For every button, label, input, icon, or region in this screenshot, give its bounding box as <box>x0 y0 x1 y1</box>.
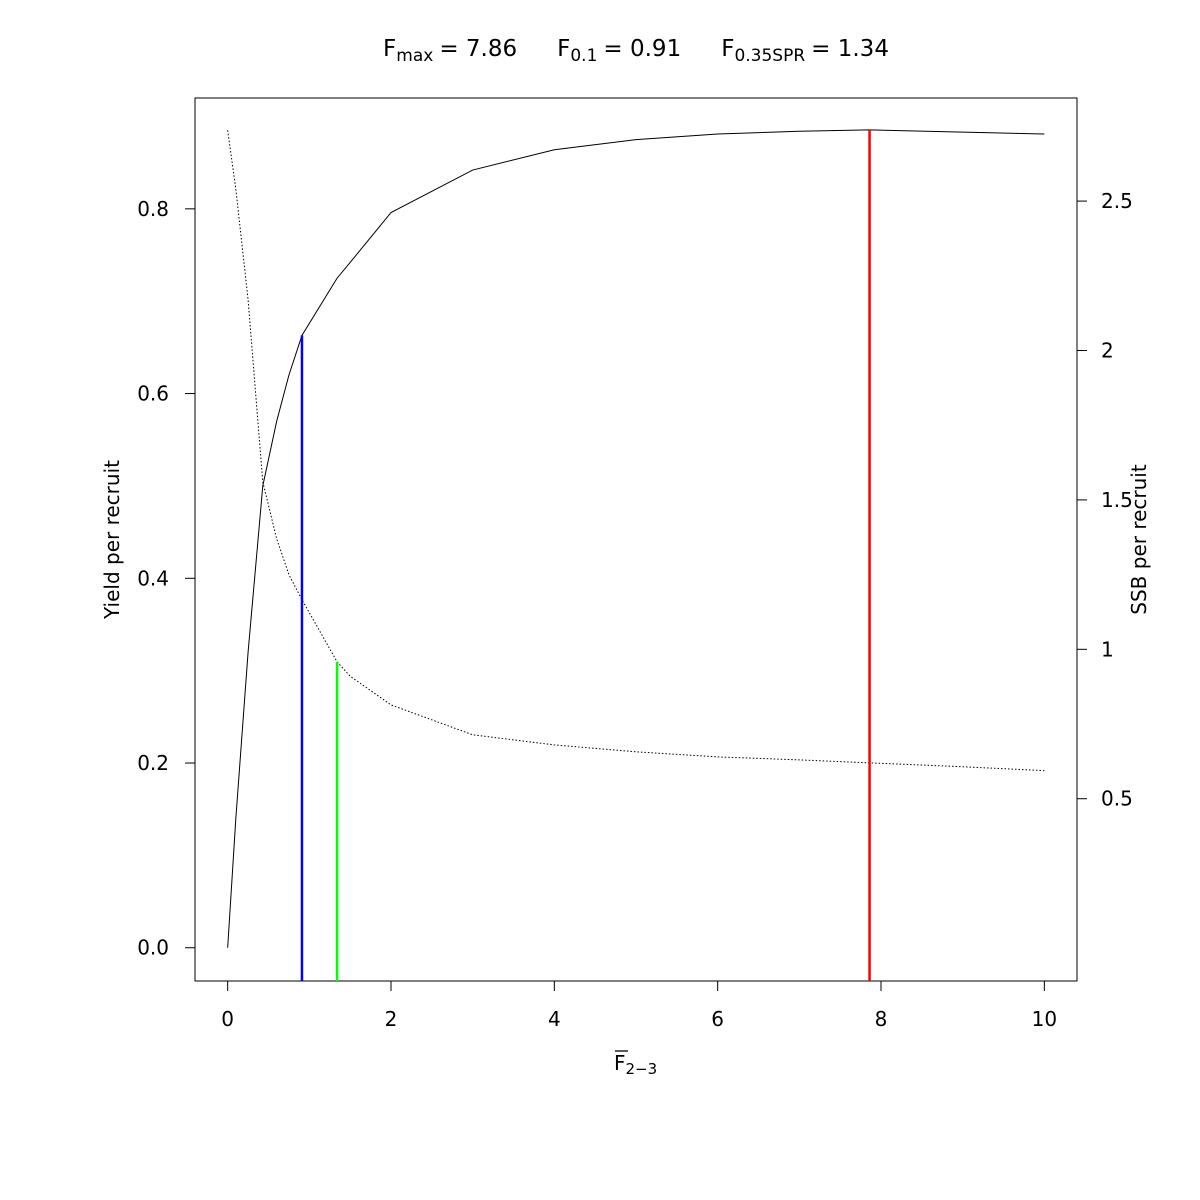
y2-tick-label: 2.5 <box>1101 189 1133 213</box>
y-tick-label: 0.4 <box>137 566 169 590</box>
plot-frame <box>194 97 1078 982</box>
title-main: F <box>557 36 570 62</box>
y2-axis-label: SSB per recruit <box>1127 464 1151 615</box>
y2-tick-label: 1.5 <box>1101 488 1133 512</box>
title-value: = 1.34 <box>811 36 889 62</box>
y2-tick-label: 1 <box>1101 637 1114 661</box>
chart-title: Fmax = 7.86 F0.1 = 0.91 F0.35SPR = 1.34 <box>383 36 889 66</box>
y-axis-label: Yield per recruit <box>100 460 124 620</box>
title-main: F <box>721 36 734 62</box>
x-label-main: F <box>614 1051 626 1075</box>
x-tick-label: 0 <box>221 1007 234 1031</box>
x-tick-label: 6 <box>711 1007 724 1031</box>
series-line <box>227 129 1045 948</box>
x-tick-label: 10 <box>1032 1007 1057 1031</box>
title-value: = 0.91 <box>603 36 681 62</box>
x-tick-label: 8 <box>875 1007 888 1031</box>
title-sub: max <box>396 46 433 66</box>
series-line <box>227 130 1045 772</box>
title-sub: 0.1 <box>570 46 597 66</box>
y-tick-label: 0.0 <box>137 936 169 960</box>
y-tick-label: 0.2 <box>137 751 169 775</box>
x-axis-label: F2−3 <box>614 1051 657 1078</box>
x-tick-label: 4 <box>548 1007 561 1031</box>
y2-tick-label: 2 <box>1101 338 1114 362</box>
title-sub: 0.35SPR <box>734 46 805 66</box>
title-value: = 7.86 <box>439 36 517 62</box>
x-label-sub: 2−3 <box>626 1060 658 1078</box>
title-main: F <box>383 36 396 62</box>
y-tick-label: 0.6 <box>137 382 169 406</box>
x-tick-label: 2 <box>385 1007 398 1031</box>
y-tick-label: 0.8 <box>137 197 169 221</box>
y2-tick-label: 0.5 <box>1101 787 1133 811</box>
